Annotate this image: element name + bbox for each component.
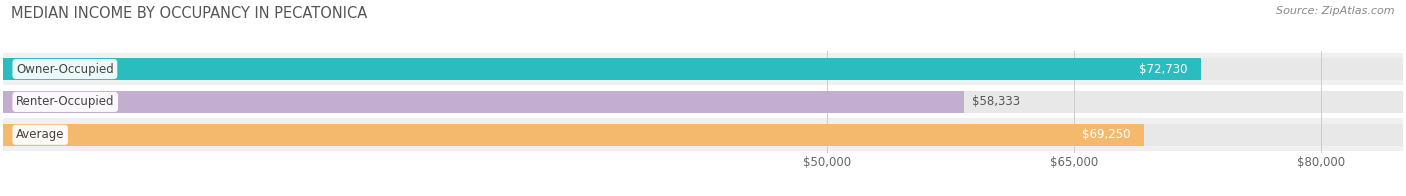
Bar [3, 91, 1403, 113]
Text: $69,250: $69,250 [1083, 128, 1130, 141]
Text: Source: ZipAtlas.com: Source: ZipAtlas.com [1277, 6, 1395, 16]
Text: Owner-Occupied: Owner-Occupied [15, 63, 114, 75]
Bar [3, 53, 1403, 85]
Bar [3, 58, 1201, 80]
Text: MEDIAN INCOME BY OCCUPANCY IN PECATONICA: MEDIAN INCOME BY OCCUPANCY IN PECATONICA [11, 6, 367, 21]
Bar [3, 91, 965, 113]
Text: $58,333: $58,333 [972, 95, 1021, 108]
Text: Renter-Occupied: Renter-Occupied [15, 95, 114, 108]
Bar [3, 118, 1403, 151]
Bar [3, 85, 1403, 118]
Bar [3, 124, 1403, 146]
Bar [3, 58, 1403, 80]
Text: Average: Average [15, 128, 65, 141]
Text: $72,730: $72,730 [1139, 63, 1188, 75]
Bar [3, 124, 1143, 146]
